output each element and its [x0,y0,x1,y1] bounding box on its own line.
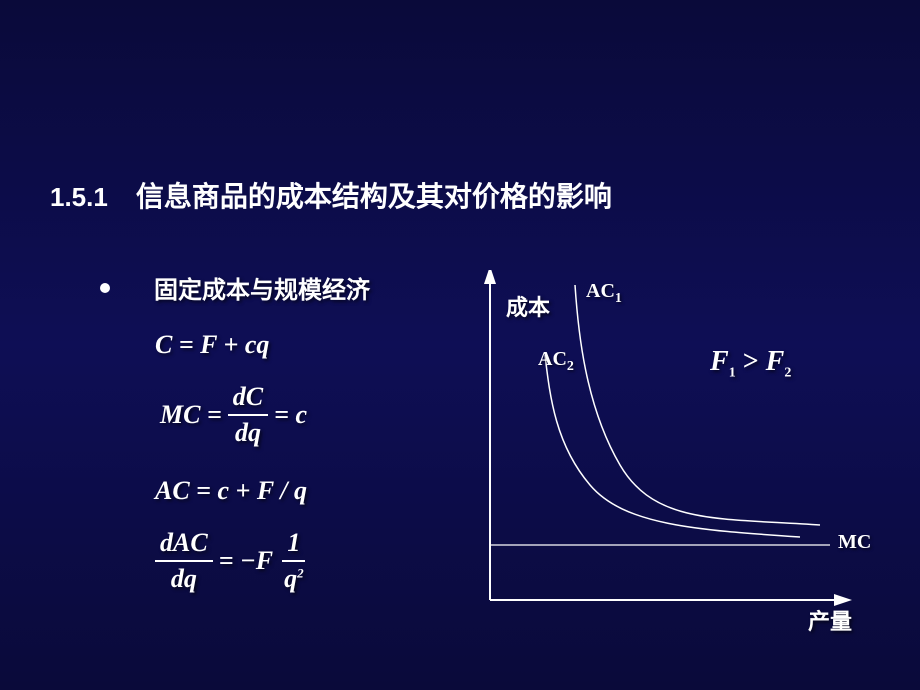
eq-text: C = F + cq [155,330,269,360]
fraction-numerator: dC [228,382,268,416]
ac1-label: AC1 [586,280,622,307]
cost-chart-svg [460,270,860,630]
ac2-label: AC2 [538,348,574,375]
slide-header: 1.5.1 信息商品的成本结构及其对价格的影响 [0,0,920,215]
x-axis-label: 产量 [808,604,852,636]
fraction-denominator: dq [166,562,202,594]
fraction: dAC dq [155,528,213,594]
chart-area: 成本 产量 AC1 AC2 MC F1 > F2 [460,270,880,630]
bullet-dot-icon [100,283,110,293]
section-number: 1.5.1 [50,182,108,213]
equation-ac: AC = c + F / q [155,476,460,506]
eq-text: AC = c + F / q [155,476,307,506]
ac2-curve [545,355,800,537]
bullet-text: 固定成本与规模经济 [154,270,370,305]
eq-text: MC = [160,400,222,430]
bullet-item: 固定成本与规模经济 [100,270,460,305]
equation-mc: MC = dC dq = c [160,382,460,448]
fraction: 1 q2 [279,528,309,594]
condition-inequality: F1 > F2 [710,346,791,382]
fraction: dC dq [228,382,268,448]
slide-title: 信息商品的成本结构及其对价格的影响 [136,175,612,215]
eq-text: = c [274,400,307,430]
equation-cost: C = F + cq [155,330,460,360]
eq-text: = −F [219,546,273,576]
equation-dac: dAC dq = −F 1 q2 [155,528,460,594]
y-axis-label: 成本 [506,290,550,322]
left-column: 固定成本与规模经济 C = F + cq MC = dC dq = c AC =… [100,270,460,630]
fraction-numerator: dAC [155,528,213,562]
fraction-denominator: dq [230,416,266,448]
fraction-denominator: q2 [279,562,309,594]
fraction-numerator: 1 [282,528,305,562]
mc-label: MC [838,531,871,554]
ac1-curve [575,285,820,525]
slide-content: 固定成本与规模经济 C = F + cq MC = dC dq = c AC =… [0,215,920,630]
